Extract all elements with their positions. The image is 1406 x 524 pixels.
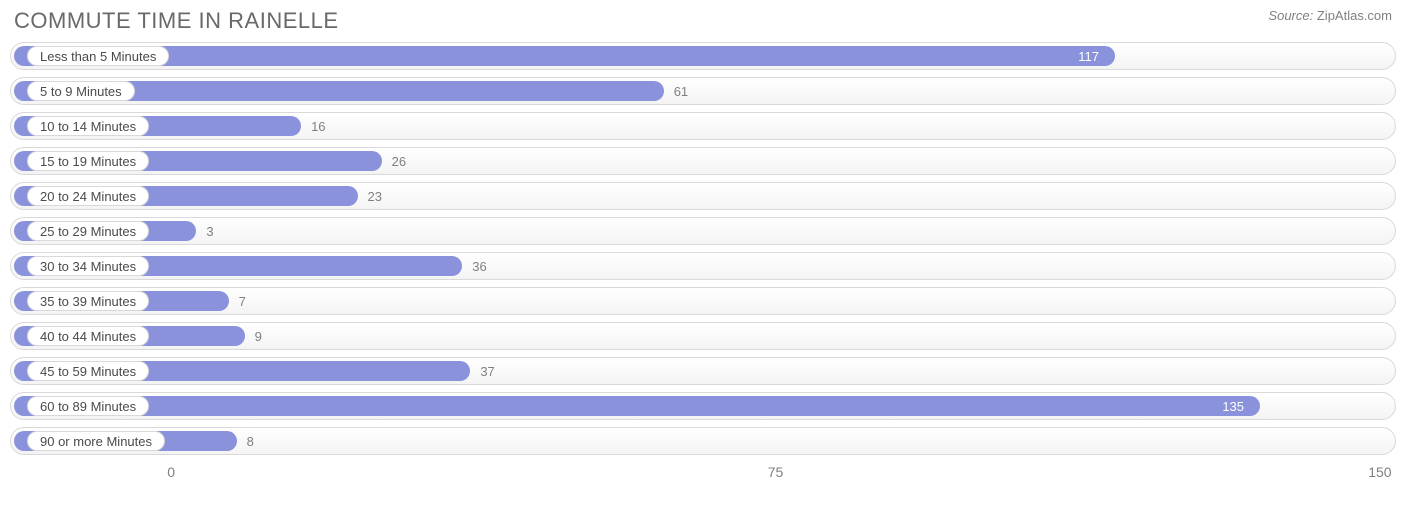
chart-area: Less than 5 Minutes 117 5 to 9 Minutes 61 10… bbox=[10, 42, 1396, 486]
bar-label: 10 to 14 Minutes bbox=[27, 116, 149, 136]
bar-row: 25 to 29 Minutes 3 bbox=[10, 217, 1396, 245]
bar-label: 60 to 89 Minutes bbox=[27, 396, 149, 416]
bar-fill bbox=[14, 46, 1115, 66]
x-axis-tick: 75 bbox=[768, 464, 784, 480]
bar-row: 20 to 24 Minutes 23 bbox=[10, 182, 1396, 210]
bar-row: 5 to 9 Minutes 61 bbox=[10, 77, 1396, 105]
bar-label: 45 to 59 Minutes bbox=[27, 361, 149, 381]
x-axis-tick: 0 bbox=[167, 464, 175, 480]
chart-container: COMMUTE TIME IN RAINELLE Source: ZipAtla… bbox=[0, 0, 1406, 524]
bar-row: Less than 5 Minutes 117 bbox=[10, 42, 1396, 70]
bar-value: 36 bbox=[472, 253, 486, 279]
chart-title: COMMUTE TIME IN RAINELLE bbox=[14, 8, 339, 34]
x-axis-tick: 150 bbox=[1368, 464, 1391, 480]
bar-label: 15 to 19 Minutes bbox=[27, 151, 149, 171]
bar-label: 90 or more Minutes bbox=[27, 431, 165, 451]
bar-label: 20 to 24 Minutes bbox=[27, 186, 149, 206]
bar-value: 117 bbox=[1078, 43, 1099, 69]
bar-value: 37 bbox=[480, 358, 494, 384]
bar-row: 60 to 89 Minutes 135 bbox=[10, 392, 1396, 420]
bar-row: 30 to 34 Minutes 36 bbox=[10, 252, 1396, 280]
bar-value: 8 bbox=[247, 428, 254, 454]
bar-label: 5 to 9 Minutes bbox=[27, 81, 135, 101]
chart-header: COMMUTE TIME IN RAINELLE Source: ZipAtla… bbox=[10, 8, 1396, 42]
bar-row: 10 to 14 Minutes 16 bbox=[10, 112, 1396, 140]
source-label: Source: bbox=[1268, 8, 1313, 23]
bar-label: 35 to 39 Minutes bbox=[27, 291, 149, 311]
chart-source: Source: ZipAtlas.com bbox=[1268, 8, 1392, 23]
bar-row: 35 to 39 Minutes 7 bbox=[10, 287, 1396, 315]
bar-label: 25 to 29 Minutes bbox=[27, 221, 149, 241]
bar-value: 7 bbox=[239, 288, 246, 314]
bar-value: 3 bbox=[206, 218, 213, 244]
bar-value: 9 bbox=[255, 323, 262, 349]
bar-row: 15 to 19 Minutes 26 bbox=[10, 147, 1396, 175]
bar-value: 26 bbox=[392, 148, 406, 174]
bar-value: 16 bbox=[311, 113, 325, 139]
bar-value: 23 bbox=[368, 183, 382, 209]
bar-value: 61 bbox=[674, 78, 688, 104]
bar-label: Less than 5 Minutes bbox=[27, 46, 169, 66]
bar-fill bbox=[14, 396, 1260, 416]
chart-rows: Less than 5 Minutes 117 5 to 9 Minutes 61 10… bbox=[10, 42, 1396, 455]
bar-row: 90 or more Minutes 8 bbox=[10, 427, 1396, 455]
bar-label: 40 to 44 Minutes bbox=[27, 326, 149, 346]
x-axis: 0 75 150 bbox=[10, 462, 1396, 486]
bar-row: 45 to 59 Minutes 37 bbox=[10, 357, 1396, 385]
bar-value: 135 bbox=[1222, 393, 1244, 419]
bar-row: 40 to 44 Minutes 9 bbox=[10, 322, 1396, 350]
bar-label: 30 to 34 Minutes bbox=[27, 256, 149, 276]
source-value: ZipAtlas.com bbox=[1317, 8, 1392, 23]
